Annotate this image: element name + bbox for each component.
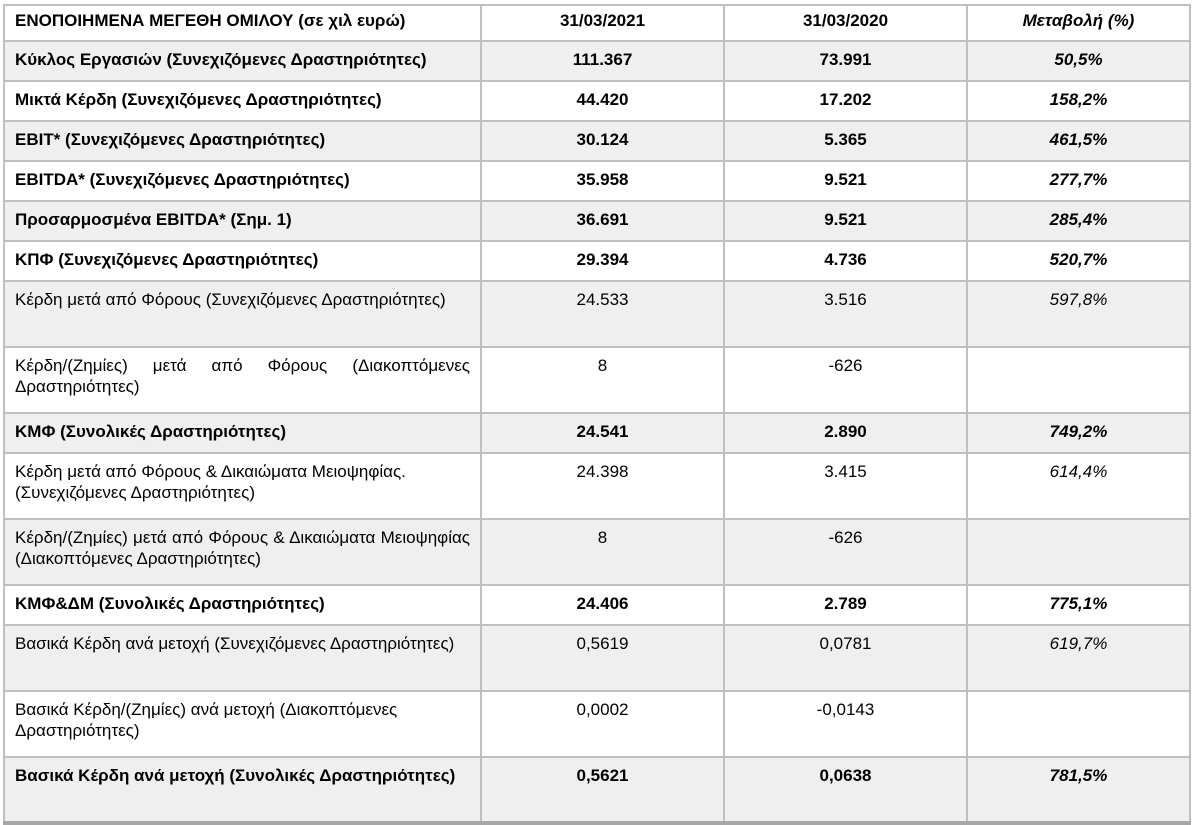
value-2020-cell: 9.521: [723, 160, 968, 202]
table-header-row: ΕΝΟΠΟΙΗΜΕΝΑ ΜΕΓΕΘΗ ΟΜΙΛΟΥ (σε χιλ ευρώ) …: [3, 4, 1191, 42]
row-label-cell: Κύκλος Εργασιών (Συνεχιζόμενες Δραστηριό…: [3, 40, 482, 82]
table-row: Μικτά Κέρδη (Συνεχιζόμενες Δραστηριότητε…: [3, 80, 1191, 122]
table-row: Βασικά Κέρδη/(Ζημίες) ανά μετοχή (Διακοπ…: [3, 690, 1191, 758]
value-2020-cell: 3.415: [723, 452, 968, 520]
value-2021-cell: 44.420: [480, 80, 725, 122]
row-label-cell: ΚΜΦ (Συνολικές Δραστηριότητες): [3, 412, 482, 454]
table-row: ΚΜΦ (Συνολικές Δραστηριότητες) 24.541 2.89…: [3, 412, 1191, 454]
value-2021-cell: 8: [480, 518, 725, 586]
change-percent-cell: 781,5%: [966, 756, 1191, 824]
change-percent-cell: 749,2%: [966, 412, 1191, 454]
value-2021-cell: 8: [480, 346, 725, 414]
header-label: ΕΝΟΠΟΙΗΜΕΝΑ ΜΕΓΕΘΗ ΟΜΙΛΟΥ (σε χιλ ευρώ): [3, 4, 482, 42]
header-date-2020: 31/03/2020: [723, 4, 968, 42]
change-percent-cell: 50,5%: [966, 40, 1191, 82]
table-body: Κύκλος Εργασιών (Συνεχιζόμενες Δραστηριό…: [3, 40, 1191, 824]
row-label-cell: EBIT* (Συνεχιζόμενες Δραστηριότητες): [3, 120, 482, 162]
value-2020-cell: -626: [723, 346, 968, 414]
value-2020-cell: 4.736: [723, 240, 968, 282]
value-2021-cell: 30.124: [480, 120, 725, 162]
change-percent-cell: 520,7%: [966, 240, 1191, 282]
value-2021-cell: 24.541: [480, 412, 725, 454]
value-2020-cell: 0,0781: [723, 624, 968, 692]
table-row: ΚΜΦ&ΔΜ (Συνολικές Δραστηριότητες) 24.406 2…: [3, 584, 1191, 626]
table-row: Κέρδη/(Ζημίες) μετά από Φόρους & Δικαιώμ…: [3, 518, 1191, 586]
row-label-cell: Κέρδη μετά από Φόρους (Συνεχιζόμενες Δρα…: [3, 280, 482, 348]
value-2021-cell: 111.367: [480, 40, 725, 82]
row-label-cell: Κέρδη μετά από Φόρους & Δικαιώματα Μειοψ…: [3, 452, 482, 520]
table-row: Κύκλος Εργασιών (Συνεχιζόμενες Δραστηριό…: [3, 40, 1191, 82]
row-label-cell: Βασικά Κέρδη ανά μετοχή (Συνολικές Δραστ…: [3, 756, 482, 824]
table-row: Βασικά Κέρδη ανά μετοχή (Συνολικές Δραστ…: [3, 756, 1191, 824]
change-percent-cell: 285,4%: [966, 200, 1191, 242]
consolidated-figures-table: ΕΝΟΠΟΙΗΜΕΝΑ ΜΕΓΕΘΗ ΟΜΙΛΟΥ (σε χιλ ευρώ) …: [3, 4, 1191, 825]
table-row: Κέρδη/(Ζημίες) μετά από Φόρους (Διακοπτό…: [3, 346, 1191, 414]
row-label-cell: Βασικά Κέρδη/(Ζημίες) ανά μετοχή (Διακοπ…: [3, 690, 482, 758]
value-2021-cell: 0,0002: [480, 690, 725, 758]
change-percent-cell: 619,7%: [966, 624, 1191, 692]
value-2021-cell: 24.533: [480, 280, 725, 348]
change-percent-cell: 775,1%: [966, 584, 1191, 626]
table-row: EBIT* (Συνεχιζόμενες Δραστηριότητες) 30.1…: [3, 120, 1191, 162]
header-change-percent: Μεταβολή (%): [966, 4, 1191, 42]
value-2021-cell: 35.958: [480, 160, 725, 202]
row-label-cell: Κέρδη/(Ζημίες) μετά από Φόρους & Δικαιώμ…: [3, 518, 482, 586]
value-2021-cell: 0,5619: [480, 624, 725, 692]
table-row: ΚΠΦ (Συνεχιζόμενες Δραστηριότητες) 29.394…: [3, 240, 1191, 282]
table-row: Κέρδη μετά από Φόρους & Δικαιώματα Μειοψ…: [3, 452, 1191, 520]
row-label-cell: ΚΜΦ&ΔΜ (Συνολικές Δραστηριότητες): [3, 584, 482, 626]
change-percent-cell: [966, 346, 1191, 414]
value-2020-cell: 0,0638: [723, 756, 968, 824]
change-percent-cell: 158,2%: [966, 80, 1191, 122]
value-2021-cell: 36.691: [480, 200, 725, 242]
row-label-cell: Μικτά Κέρδη (Συνεχιζόμενες Δραστηριότητε…: [3, 80, 482, 122]
change-percent-cell: 277,7%: [966, 160, 1191, 202]
table-row: EBITDA* (Συνεχιζόμενες Δραστηριότητες) 35…: [3, 160, 1191, 202]
change-percent-cell: 614,4%: [966, 452, 1191, 520]
value-2020-cell: 9.521: [723, 200, 968, 242]
value-2021-cell: 0,5621: [480, 756, 725, 824]
row-label-cell: Προσαρμοσμένα EBITDA* (Σημ. 1): [3, 200, 482, 242]
value-2021-cell: 29.394: [480, 240, 725, 282]
value-2020-cell: -0,0143: [723, 690, 968, 758]
row-label-cell: EBITDA* (Συνεχιζόμενες Δραστηριότητες): [3, 160, 482, 202]
change-percent-cell: [966, 518, 1191, 586]
value-2021-cell: 24.406: [480, 584, 725, 626]
value-2020-cell: 2.789: [723, 584, 968, 626]
value-2020-cell: 2.890: [723, 412, 968, 454]
change-percent-cell: 461,5%: [966, 120, 1191, 162]
table-row: Προσαρμοσμένα EBITDA* (Σημ. 1) 36.691 9.52…: [3, 200, 1191, 242]
consolidated-figures-table-container: ΕΝΟΠΟΙΗΜΕΝΑ ΜΕΓΕΘΗ ΟΜΙΛΟΥ (σε χιλ ευρώ) …: [3, 4, 1191, 825]
value-2020-cell: 5.365: [723, 120, 968, 162]
row-label-cell: Κέρδη/(Ζημίες) μετά από Φόρους (Διακοπτό…: [3, 346, 482, 414]
value-2020-cell: 73.991: [723, 40, 968, 82]
value-2020-cell: 17.202: [723, 80, 968, 122]
row-label-cell: Βασικά Κέρδη ανά μετοχή (Συνεχιζόμενες Δ…: [3, 624, 482, 692]
value-2020-cell: 3.516: [723, 280, 968, 348]
table-row: Κέρδη μετά από Φόρους (Συνεχιζόμενες Δρα…: [3, 280, 1191, 348]
header-date-2021: 31/03/2021: [480, 4, 725, 42]
table-row: Βασικά Κέρδη ανά μετοχή (Συνεχιζόμενες Δ…: [3, 624, 1191, 692]
row-label-cell: ΚΠΦ (Συνεχιζόμενες Δραστηριότητες): [3, 240, 482, 282]
change-percent-cell: 597,8%: [966, 280, 1191, 348]
value-2020-cell: -626: [723, 518, 968, 586]
change-percent-cell: [966, 690, 1191, 758]
value-2021-cell: 24.398: [480, 452, 725, 520]
